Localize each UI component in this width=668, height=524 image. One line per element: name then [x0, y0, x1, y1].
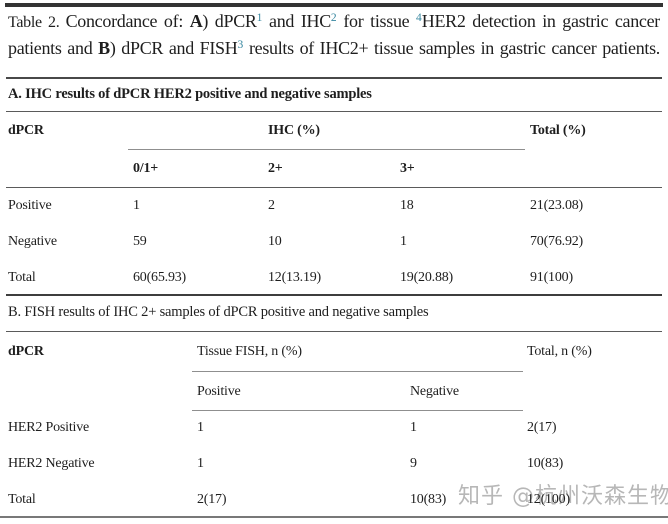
row-label: HER2 Positive [8, 420, 90, 435]
row-label: Positive [8, 198, 52, 213]
table-total-row: Total 2(17) 10(83) 12(100) [0, 491, 668, 508]
table-row: Positive 1 2 18 21(23.08) [0, 197, 668, 214]
header-cell-total: Total (%) [530, 123, 586, 138]
table-a-subheader-row: 0/1+ 2+ 3+ [0, 160, 668, 177]
header-cell-empty [8, 160, 133, 177]
section-divider-rule [6, 294, 662, 296]
caption-text: patients and [8, 38, 99, 58]
caption-text: results of IHC2+ tissue samples in gastr… [243, 38, 660, 58]
header-cell-ihc-group: IHC (%) [268, 123, 320, 138]
footnote-marker-2: 2 [330, 12, 337, 24]
section-a-header: A. IHC results of dPCR HER2 positive and… [8, 86, 372, 102]
data-cell: 10 [268, 234, 282, 249]
header-cell-empty [530, 160, 668, 177]
data-cell: 10(83) [527, 456, 564, 471]
data-cell: 18 [400, 198, 414, 213]
header-cell-empty [8, 383, 197, 400]
footnote-marker-4: 4 [416, 12, 422, 24]
header-cell-empty [400, 122, 530, 139]
caption-text: and IHC [262, 11, 331, 31]
table-row: Negative 59 10 1 70(76.92) [0, 233, 668, 250]
caption-text: HER2 detection in gastric cancer [421, 11, 660, 31]
table-a-subheader-rule [6, 187, 662, 188]
caption-text: ) dPCR and FISH [109, 38, 238, 58]
data-cell: 2 [268, 198, 275, 213]
section-b-header: B. FISH results of IHC 2+ samples of dPC… [8, 304, 429, 320]
caption-table-number: Table 2. [8, 14, 66, 31]
header-cell-empty [133, 122, 268, 139]
data-cell: 2(17) [197, 492, 227, 507]
table-row: HER2 Negative 1 9 10(83) [0, 455, 668, 472]
data-cell: 12(100) [527, 492, 570, 507]
subheader-cell-negative: Negative [410, 384, 459, 399]
data-cell: 12(13.19) [268, 270, 322, 285]
table-b-header-row: dPCR Tissue FISH, n (%) Total, n (%) [0, 343, 668, 360]
caption-line-2: patients and B) dPCR and FISH3 results o… [8, 35, 660, 62]
table-b-subheader-rule [192, 410, 523, 411]
data-cell: 2(17) [527, 420, 557, 435]
data-cell: 1 [410, 420, 417, 435]
caption-text: Concordance of: [65, 11, 190, 31]
header-cell-empty [527, 383, 668, 400]
table-a-header-row: dPCR IHC (%) Total (%) [0, 122, 668, 139]
subheader-cell-0-1plus: 0/1+ [133, 161, 159, 176]
caption-top-rule [5, 3, 663, 7]
subheader-cell-2plus: 2+ [268, 161, 283, 176]
row-label: HER2 Negative [8, 456, 95, 471]
row-label: Total [8, 492, 36, 507]
data-cell: 60(65.93) [133, 270, 187, 285]
ihc-group-underline-rule [128, 149, 525, 150]
data-cell: 19(20.88) [400, 270, 454, 285]
header-cell-dpcr: dPCR [8, 344, 44, 359]
row-label: Total [8, 270, 36, 285]
table-top-rule [6, 77, 662, 79]
caption-line-1: Table 2. Concordance of: A) dPCR1 and IH… [8, 8, 660, 35]
header-cell-empty [410, 343, 527, 360]
header-cell-total: Total, n (%) [527, 344, 592, 359]
data-cell: 9 [410, 456, 417, 471]
caption-panel-a-label: A [189, 11, 203, 31]
section-b-header-rule [6, 331, 662, 332]
table-bottom-rule [0, 516, 668, 518]
data-cell: 59 [133, 234, 147, 249]
table-total-row: Total 60(65.93) 12(13.19) 19(20.88) 91(1… [0, 269, 668, 286]
caption-panel-b-label: B [98, 38, 110, 58]
table-row: HER2 Positive 1 1 2(17) [0, 419, 668, 436]
data-cell: 91(100) [530, 270, 573, 285]
caption-text: for tissue [336, 11, 417, 31]
header-cell-dpcr: dPCR [8, 123, 44, 138]
fish-group-underline-rule [192, 371, 523, 372]
subheader-cell-3plus: 3+ [400, 161, 415, 176]
data-cell: 21(23.08) [530, 198, 584, 213]
footnote-marker-1: 1 [256, 12, 263, 24]
table-b-subheader-row: Positive Negative [0, 383, 668, 400]
subheader-cell-positive: Positive [197, 384, 241, 399]
table-caption: Table 2. Concordance of: A) dPCR1 and IH… [8, 8, 660, 62]
data-cell: 70(76.92) [530, 234, 584, 249]
row-label: Negative [8, 234, 57, 249]
data-cell: 1 [197, 456, 204, 471]
zhihu-watermark: 知乎 @杭州沃森生物 [458, 484, 668, 509]
footnote-marker-3: 3 [237, 39, 244, 51]
section-a-header-rule [6, 111, 662, 112]
caption-text: ) dPCR [202, 11, 257, 31]
data-cell: 1 [197, 420, 204, 435]
data-cell: 1 [400, 234, 407, 249]
data-cell: 10(83) [410, 492, 447, 507]
data-cell: 1 [133, 198, 140, 213]
header-cell-fish-group: Tissue FISH, n (%) [197, 344, 302, 359]
